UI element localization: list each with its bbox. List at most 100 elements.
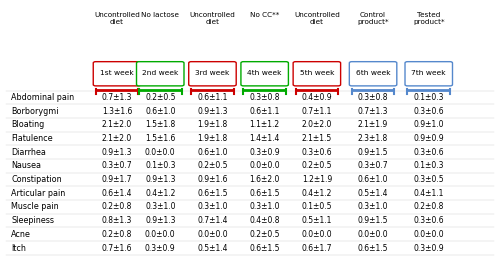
Text: 0.8±1.3: 0.8±1.3 (102, 216, 132, 225)
Text: 0.3±1.0: 0.3±1.0 (145, 202, 176, 211)
Text: 0.4±1.1: 0.4±1.1 (414, 189, 444, 198)
Text: Sleepiness: Sleepiness (12, 216, 54, 225)
Text: Bloating: Bloating (12, 120, 44, 129)
Text: 0.3±1.0: 0.3±1.0 (250, 202, 280, 211)
Text: 0.0±0.0: 0.0±0.0 (414, 230, 444, 239)
Text: 0.9±1.3: 0.9±1.3 (145, 175, 176, 184)
Text: 0.3±1.0: 0.3±1.0 (197, 202, 228, 211)
Text: Uncontrolled
diet: Uncontrolled diet (294, 12, 340, 25)
Text: 0.9±1.3: 0.9±1.3 (145, 216, 176, 225)
Text: Itch: Itch (12, 244, 26, 252)
Text: 1.3±1.6: 1.3±1.6 (102, 107, 132, 116)
Text: 0.9±1.0: 0.9±1.0 (414, 120, 444, 129)
Text: 0.3±0.9: 0.3±0.9 (250, 148, 280, 157)
Text: 0.5±1.1: 0.5±1.1 (302, 216, 332, 225)
Text: 0.2±0.8: 0.2±0.8 (102, 230, 132, 239)
Text: 0.5±1.4: 0.5±1.4 (197, 244, 228, 252)
Text: 0.3±0.5: 0.3±0.5 (414, 175, 444, 184)
Text: Acne: Acne (12, 230, 31, 239)
FancyBboxPatch shape (241, 62, 288, 86)
Text: 0.0±0.0: 0.0±0.0 (145, 230, 176, 239)
Text: 0.0±0.0: 0.0±0.0 (358, 230, 388, 239)
Text: 0.6±1.1: 0.6±1.1 (198, 93, 228, 102)
Text: Abdominal pain: Abdominal pain (12, 93, 74, 102)
Text: 2.1±1.9: 2.1±1.9 (358, 120, 388, 129)
Text: Borborygmi: Borborygmi (12, 107, 59, 116)
Text: Flatulence: Flatulence (12, 134, 53, 143)
Text: 0.4±1.2: 0.4±1.2 (302, 189, 332, 198)
Text: Muscle pain: Muscle pain (12, 202, 59, 211)
Text: 0.0±0.0: 0.0±0.0 (197, 230, 228, 239)
Text: 0.1±0.3: 0.1±0.3 (414, 93, 444, 102)
Text: 0.3±0.9: 0.3±0.9 (145, 244, 176, 252)
Text: 2.1±2.0: 2.1±2.0 (102, 134, 132, 143)
FancyBboxPatch shape (293, 62, 341, 86)
Text: 0.3±0.6: 0.3±0.6 (414, 148, 444, 157)
Text: 0.0±0.0: 0.0±0.0 (145, 148, 176, 157)
Text: 0.6±1.5: 0.6±1.5 (250, 244, 280, 252)
Text: 0.0±0.0: 0.0±0.0 (302, 230, 332, 239)
Text: 0.6±1.7: 0.6±1.7 (302, 244, 332, 252)
Text: 0.7±1.1: 0.7±1.1 (302, 107, 332, 116)
Text: 0.6±1.0: 0.6±1.0 (358, 175, 388, 184)
Text: 1.1±1.2: 1.1±1.2 (250, 120, 280, 129)
Text: 0.4±0.9: 0.4±0.9 (302, 93, 332, 102)
Text: 0.3±0.6: 0.3±0.6 (414, 216, 444, 225)
Text: 0.1±0.3: 0.1±0.3 (414, 161, 444, 171)
Text: 5th week: 5th week (300, 70, 334, 76)
Text: Nausea: Nausea (12, 161, 42, 171)
Text: 0.6±1.0: 0.6±1.0 (197, 148, 228, 157)
Text: 1.2±1.9: 1.2±1.9 (302, 175, 332, 184)
Text: 0.5±1.4: 0.5±1.4 (358, 189, 388, 198)
Text: 0.9±0.9: 0.9±0.9 (414, 134, 444, 143)
Text: Articular pain: Articular pain (12, 189, 66, 198)
Text: 0.7±1.6: 0.7±1.6 (102, 244, 132, 252)
Text: 0.3±1.0: 0.3±1.0 (358, 202, 388, 211)
FancyBboxPatch shape (350, 62, 397, 86)
Text: 2nd week: 2nd week (142, 70, 178, 76)
Text: 0.2±0.5: 0.2±0.5 (145, 93, 176, 102)
Text: 1.5±1.6: 1.5±1.6 (145, 134, 176, 143)
FancyBboxPatch shape (136, 62, 184, 86)
Text: 0.4±1.2: 0.4±1.2 (145, 189, 176, 198)
Text: 0.2±0.5: 0.2±0.5 (302, 161, 332, 171)
Text: 1.9±1.8: 1.9±1.8 (198, 120, 228, 129)
Text: 4th week: 4th week (248, 70, 282, 76)
Text: 0.9±1.7: 0.9±1.7 (102, 175, 132, 184)
Text: 7th week: 7th week (412, 70, 446, 76)
Text: 2.3±1.8: 2.3±1.8 (358, 134, 388, 143)
Text: Uncontrolled
diet: Uncontrolled diet (190, 12, 236, 25)
Text: 2.1±2.0: 2.1±2.0 (102, 120, 132, 129)
Text: Uncontrolled
diet: Uncontrolled diet (94, 12, 140, 25)
Text: Constipation: Constipation (12, 175, 62, 184)
Text: 0.2±0.8: 0.2±0.8 (414, 202, 444, 211)
Text: 1st week: 1st week (100, 70, 134, 76)
Text: 0.6±1.5: 0.6±1.5 (197, 189, 228, 198)
Text: 0.6±1.1: 0.6±1.1 (250, 107, 280, 116)
Text: 0.6±1.5: 0.6±1.5 (250, 189, 280, 198)
Text: Tested
product*: Tested product* (413, 12, 444, 25)
Text: 0.4±0.8: 0.4±0.8 (250, 216, 280, 225)
Text: 3rd week: 3rd week (196, 70, 230, 76)
Text: 0.6±1.5: 0.6±1.5 (358, 244, 388, 252)
Text: 2.1±1.5: 2.1±1.5 (302, 134, 332, 143)
Text: 0.3±0.7: 0.3±0.7 (358, 161, 388, 171)
Text: 0.7±1.3: 0.7±1.3 (358, 107, 388, 116)
Text: 0.3±0.8: 0.3±0.8 (358, 93, 388, 102)
Text: No lactose: No lactose (142, 12, 180, 18)
Text: 0.3±0.6: 0.3±0.6 (414, 107, 444, 116)
Text: 0.9±1.5: 0.9±1.5 (358, 148, 388, 157)
Text: 0.7±1.4: 0.7±1.4 (197, 216, 228, 225)
Text: 0.3±0.9: 0.3±0.9 (414, 244, 444, 252)
Text: 0.7±1.3: 0.7±1.3 (102, 93, 132, 102)
Text: No CC**: No CC** (250, 12, 280, 18)
Text: 0.1±0.5: 0.1±0.5 (302, 202, 332, 211)
Text: 0.9±1.6: 0.9±1.6 (197, 175, 228, 184)
Text: 0.6±1.4: 0.6±1.4 (102, 189, 132, 198)
Text: 0.2±0.5: 0.2±0.5 (197, 161, 228, 171)
Text: 0.3±0.6: 0.3±0.6 (302, 148, 332, 157)
Text: 0.0±0.0: 0.0±0.0 (250, 161, 280, 171)
Text: 0.1±0.3: 0.1±0.3 (145, 161, 176, 171)
Text: 0.3±0.7: 0.3±0.7 (102, 161, 132, 171)
Text: 0.6±1.0: 0.6±1.0 (145, 107, 176, 116)
